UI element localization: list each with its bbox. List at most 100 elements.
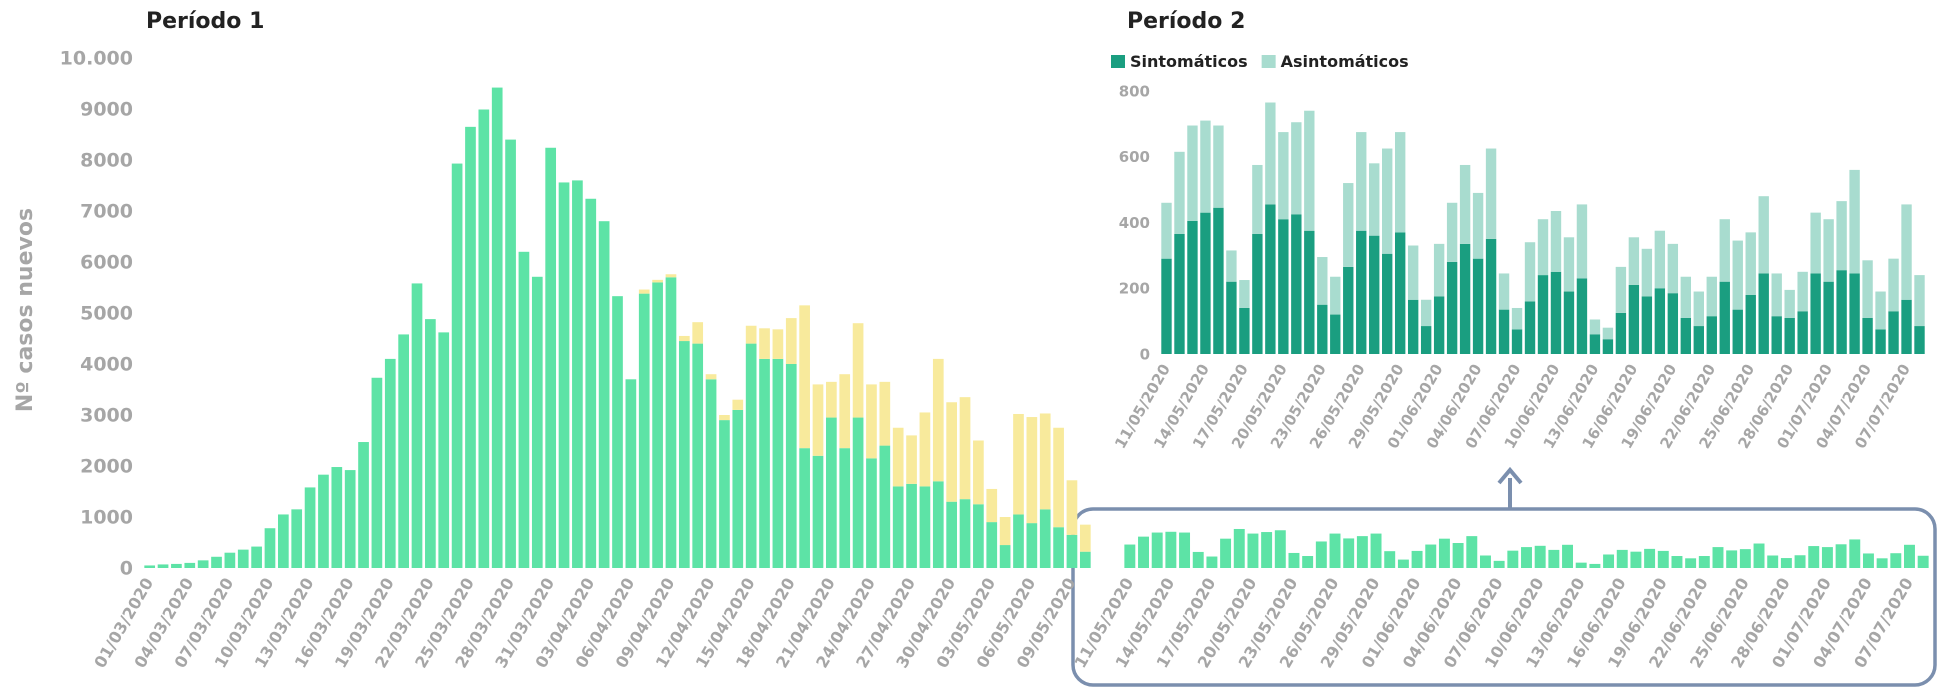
overview-bar	[1151, 532, 1163, 568]
bar-segment	[906, 435, 917, 484]
bar-segment	[1602, 339, 1614, 354]
bar-segment	[518, 251, 530, 569]
bar-segment	[1252, 234, 1263, 354]
bar-segment	[799, 305, 810, 449]
bar-segment	[1039, 509, 1051, 568]
bar-segment	[1330, 314, 1341, 354]
bar-segment	[612, 296, 623, 568]
bar-segment	[491, 87, 503, 568]
y-tick-label: 6000	[80, 252, 133, 274]
bar-segment	[1511, 307, 1523, 330]
bar-segment	[1394, 232, 1406, 354]
overview-bar	[1370, 533, 1382, 568]
overview-bar	[1698, 556, 1710, 568]
overview-bar	[1780, 558, 1792, 568]
bar-segment	[665, 274, 677, 278]
bar-segment	[425, 319, 436, 568]
bar-segment	[1013, 514, 1024, 568]
bar-segment	[1901, 299, 1912, 354]
bar-segment	[625, 379, 637, 568]
bar-segment	[839, 374, 851, 449]
bar-segment	[264, 528, 276, 568]
bar-segment	[1446, 202, 1458, 262]
overview-bar	[1562, 544, 1574, 568]
bar-segment	[1862, 260, 1873, 318]
bar-segment	[344, 470, 356, 568]
bar-segment	[826, 381, 837, 418]
bar-segment	[144, 565, 156, 568]
bar-segment	[1901, 204, 1912, 300]
bar-segment	[1317, 304, 1328, 354]
bar-segment	[171, 563, 182, 568]
bar-segment	[1433, 296, 1445, 354]
bar-segment	[1226, 250, 1237, 282]
y-tick-label: 0	[1140, 345, 1150, 363]
bar-segment	[1304, 230, 1315, 354]
bar-segment	[1433, 243, 1445, 297]
overview-bar	[1862, 553, 1874, 568]
bar-segment	[1641, 296, 1653, 354]
bar-segment	[1732, 309, 1743, 354]
chart-title: Período 1	[146, 9, 264, 34]
bar-segment	[1706, 276, 1717, 317]
overview-bar	[1739, 549, 1751, 568]
bar-segment	[1239, 280, 1250, 308]
bar-segment	[1485, 148, 1497, 239]
bar-segment	[866, 384, 877, 459]
bar-segment	[358, 442, 369, 568]
bar-segment	[1745, 294, 1756, 354]
bar-segment	[1719, 219, 1730, 282]
bar-segment	[438, 332, 450, 568]
bar-segment	[251, 546, 262, 568]
overview-bar	[1220, 538, 1232, 568]
overview-bar	[1616, 549, 1628, 568]
overview-bar	[1315, 541, 1327, 568]
overview-bar	[1233, 528, 1245, 568]
bar-segment	[1589, 319, 1601, 335]
bar-segment	[1039, 413, 1051, 510]
bar-segment	[1026, 523, 1038, 568]
bar-segment	[1174, 151, 1185, 235]
bar-segment	[1304, 110, 1315, 231]
bar-segment	[759, 358, 770, 568]
bar-segment	[1382, 253, 1393, 354]
overview-bar	[1397, 559, 1409, 568]
bar-segment	[1066, 534, 1078, 568]
y-tick-label: 3000	[80, 405, 133, 427]
bar-segment	[465, 126, 476, 568]
overview-bar	[1534, 545, 1546, 568]
bar-segment	[291, 509, 303, 568]
bar-segment	[1563, 237, 1575, 292]
bar-segment	[1420, 326, 1432, 354]
bar-segment	[652, 279, 663, 283]
bar-segment	[1693, 326, 1704, 354]
bar-segment	[1407, 245, 1419, 300]
overview-bar	[1425, 544, 1437, 568]
bar-segment	[1278, 132, 1289, 220]
overview-bar	[1329, 533, 1341, 568]
bar-segment	[892, 486, 904, 568]
bar-segment	[531, 276, 543, 568]
bar-segment	[1823, 281, 1834, 354]
bar-segment	[1343, 266, 1354, 354]
bar-segment	[1330, 276, 1341, 315]
bar-segment	[932, 481, 944, 568]
overview-bar	[1261, 532, 1273, 568]
bar-segment	[946, 501, 958, 568]
bar-segment	[1187, 125, 1198, 221]
bar-segment	[1053, 527, 1064, 568]
overview-bar	[1452, 543, 1464, 568]
bar-segment	[665, 277, 677, 568]
bar-segment	[237, 549, 249, 568]
bar-segment	[1641, 248, 1653, 297]
overview-bar	[1438, 538, 1450, 568]
bar-segment	[197, 560, 209, 568]
bar-segment	[1706, 316, 1717, 354]
bar-segment	[1459, 164, 1471, 244]
bar-segment	[1550, 210, 1562, 272]
bar-segment	[1888, 258, 1899, 312]
bar-segment	[1472, 192, 1484, 259]
bar-segment	[1615, 312, 1627, 354]
bar-segment	[1343, 183, 1354, 267]
